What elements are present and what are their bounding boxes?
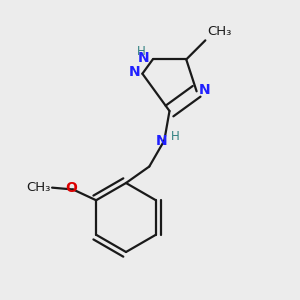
Text: O: O: [66, 181, 77, 195]
Text: CH₃: CH₃: [26, 181, 51, 194]
Text: CH₃: CH₃: [207, 25, 231, 38]
Text: H: H: [137, 44, 146, 58]
Text: N: N: [199, 83, 211, 97]
Text: N: N: [155, 134, 167, 148]
Text: N: N: [137, 51, 149, 65]
Text: N: N: [129, 65, 141, 79]
Text: H: H: [171, 130, 180, 143]
